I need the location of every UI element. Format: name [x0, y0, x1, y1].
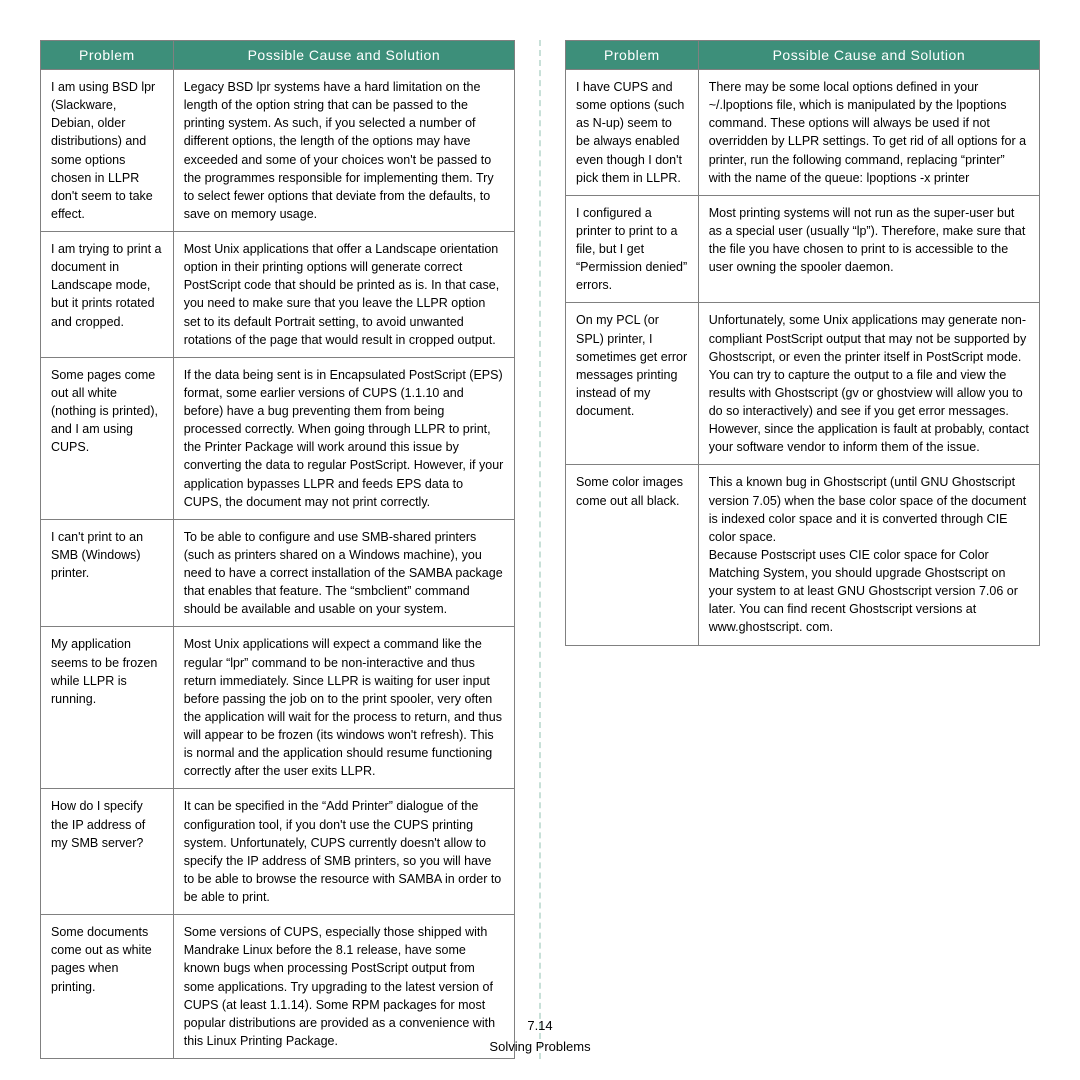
solution-cell: This a known bug in Ghostscript (until G… — [698, 465, 1039, 645]
solution-cell: It can be specified in the “Add Printer”… — [173, 789, 514, 915]
problem-cell: I can't print to an SMB (Windows) printe… — [41, 519, 174, 627]
page-number: 7.14 — [0, 1016, 1080, 1037]
table-row: Some pages come out all white (nothing i… — [41, 357, 515, 519]
problem-cell: I have CUPS and some options (such as N-… — [566, 70, 699, 196]
problem-cell: Some color images come out all black. — [566, 465, 699, 645]
problem-cell: Some pages come out all white (nothing i… — [41, 357, 174, 519]
table-row: Some color images come out all black.Thi… — [566, 465, 1040, 645]
page-content: Problem Possible Cause and Solution I am… — [0, 0, 1080, 1069]
solution-cell: Legacy BSD lpr systems have a hard limit… — [173, 70, 514, 232]
problem-cell: I am using BSD lpr (Slackware, Debian, o… — [41, 70, 174, 232]
solution-cell: If the data being sent is in Encapsulate… — [173, 357, 514, 519]
column-divider — [539, 40, 541, 1059]
troubleshoot-table-left: Problem Possible Cause and Solution I am… — [40, 40, 515, 1059]
problem-cell: How do I specify the IP address of my SM… — [41, 789, 174, 915]
table-row: I have CUPS and some options (such as N-… — [566, 70, 1040, 196]
section-title: Solving Problems — [0, 1037, 1080, 1058]
table-row: I am using BSD lpr (Slackware, Debian, o… — [41, 70, 515, 232]
problem-cell: I configured a printer to print to a fil… — [566, 195, 699, 303]
solution-cell: Most Unix applications that offer a Land… — [173, 232, 514, 358]
table-row: I configured a printer to print to a fil… — [566, 195, 1040, 303]
problem-cell: I am trying to print a document in Lands… — [41, 232, 174, 358]
table-row: My application seems to be frozen while … — [41, 627, 515, 789]
solution-cell: There may be some local options defined … — [698, 70, 1039, 196]
header-problem: Problem — [566, 41, 699, 70]
solution-cell: Most Unix applications will expect a com… — [173, 627, 514, 789]
table-row: I am trying to print a document in Lands… — [41, 232, 515, 358]
problem-cell: On my PCL (or SPL) printer, I sometimes … — [566, 303, 699, 465]
table-row: How do I specify the IP address of my SM… — [41, 789, 515, 915]
left-column: Problem Possible Cause and Solution I am… — [40, 40, 515, 1059]
header-solution: Possible Cause and Solution — [173, 41, 514, 70]
problem-cell: My application seems to be frozen while … — [41, 627, 174, 789]
table-row: I can't print to an SMB (Windows) printe… — [41, 519, 515, 627]
solution-cell: To be able to configure and use SMB-shar… — [173, 519, 514, 627]
header-solution: Possible Cause and Solution — [698, 41, 1039, 70]
right-column: Problem Possible Cause and Solution I ha… — [565, 40, 1040, 1059]
header-problem: Problem — [41, 41, 174, 70]
solution-cell: Most printing systems will not run as th… — [698, 195, 1039, 303]
troubleshoot-table-right: Problem Possible Cause and Solution I ha… — [565, 40, 1040, 646]
solution-cell: Unfortunately, some Unix applications ma… — [698, 303, 1039, 465]
table-row: On my PCL (or SPL) printer, I sometimes … — [566, 303, 1040, 465]
page-footer: 7.14 Solving Problems — [0, 1016, 1080, 1058]
